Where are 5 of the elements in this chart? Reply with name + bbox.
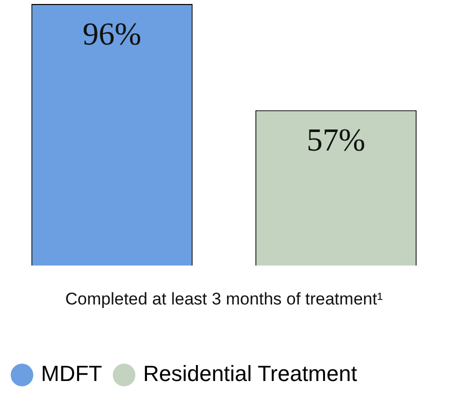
data-label: 96% xyxy=(82,15,142,52)
legend-label: Residential Treatment xyxy=(143,361,358,386)
data-label: 57% xyxy=(306,122,366,158)
x-axis-title: Completed at least 3 months of treatment¹ xyxy=(65,289,384,308)
legend-label: MDFT xyxy=(41,361,102,386)
